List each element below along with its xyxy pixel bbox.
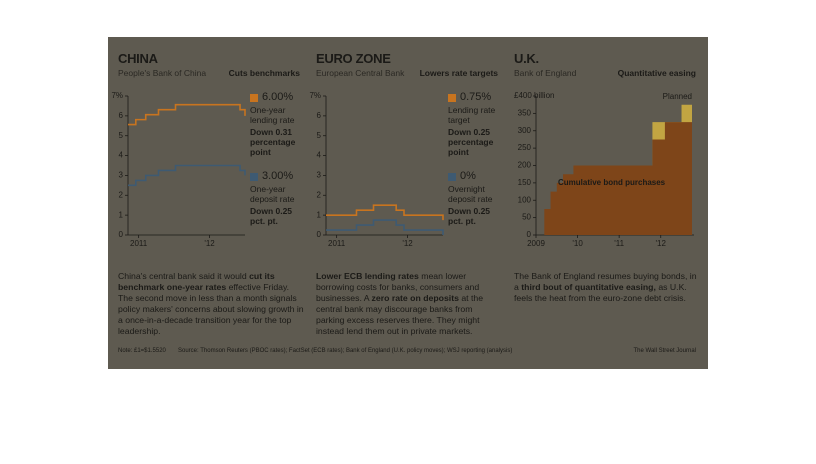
caption-text: cut its benchmark one-year rates <box>118 271 275 292</box>
y-tick-label: 250 <box>518 143 532 152</box>
source: Source: Thomson Reuters (PBOC rates); Fa… <box>178 348 513 354</box>
y-tick-label: 6 <box>119 111 124 120</box>
caption-text: effective Friday. The second move in les… <box>118 282 304 336</box>
caption: The Bank of England resumes buying bonds… <box>514 271 700 304</box>
y-tick-label: 1 <box>119 210 124 219</box>
caption-text: China's central bank said it would <box>118 271 250 281</box>
y-tick-label: 7% <box>309 91 321 100</box>
chart-headline: Lowers rate targets <box>419 68 498 78</box>
chart-title: U.K. <box>514 51 539 66</box>
caption-text: Lower ECB lending rates <box>316 271 419 281</box>
y-tick-label: 5 <box>317 131 322 140</box>
caption-text: third bout of quantitative easing, <box>521 282 656 292</box>
caption: Lower ECB lending rates mean lower borro… <box>316 271 502 337</box>
legend-swatch <box>250 94 258 102</box>
legend-swatch <box>250 173 258 181</box>
chart-subtitle: People's Bank of China <box>118 68 207 78</box>
x-tick-label: 2011 <box>130 239 148 248</box>
y-tick-label: 0 <box>119 230 124 239</box>
y-tick-label: 300 <box>518 126 532 135</box>
legend-value: 0.75% <box>460 91 492 103</box>
rate-line <box>128 103 246 126</box>
legend-value: 3.00% <box>262 170 294 182</box>
y-tick-label: 3 <box>317 171 322 180</box>
y-tick-label: 7% <box>111 91 123 100</box>
legend-swatch <box>448 94 456 102</box>
legend-name: Lending rate target <box>448 105 496 125</box>
credit: The Wall Street Journal <box>633 348 696 354</box>
rate-line <box>326 219 444 235</box>
y-tick-label: £400 billion <box>514 91 554 100</box>
x-tick-label: '12 <box>656 239 667 248</box>
x-tick-label: '12 <box>204 239 215 248</box>
y-tick-label: 1 <box>317 210 322 219</box>
y-tick-label: 0 <box>317 230 322 239</box>
y-tick-label: 50 <box>522 213 531 222</box>
y-tick-label: 2 <box>119 190 124 199</box>
y-tick-label: 3 <box>119 171 124 180</box>
y-tick-label: 150 <box>518 178 532 187</box>
purchase-area <box>544 122 692 235</box>
legend-value: 6.00% <box>262 91 294 103</box>
caption-text: as U.K. feels the heat from the euro-zon… <box>514 282 687 303</box>
caption-text: zero rate on deposits <box>371 293 459 303</box>
rate-line <box>128 164 246 187</box>
chart-subtitle: European Central Bank <box>316 68 405 78</box>
chart-title: CHINA <box>118 51 158 66</box>
legend-change: Down 0.25 pct. pt. <box>448 206 491 226</box>
area-label: Planned <box>663 92 692 101</box>
x-tick-label: 2011 <box>328 239 346 248</box>
y-tick-label: 200 <box>518 161 532 170</box>
caption: China's central bank said it would cut i… <box>118 271 304 337</box>
legend-value: 0% <box>460 170 476 182</box>
chart-headline: Cuts benchmarks <box>228 68 300 78</box>
legend-name: One-year lending rate <box>250 105 295 125</box>
y-tick-label: 2 <box>317 190 322 199</box>
x-tick-label: '12 <box>402 239 413 248</box>
note: Note: £1=$1.5520 <box>118 348 166 354</box>
legend-change: Down 0.31 percentage point <box>250 127 296 157</box>
area-label: Cumulative bond purchases <box>558 178 666 187</box>
x-tick-label: '11 <box>614 239 624 248</box>
y-tick-label: 5 <box>119 131 124 140</box>
chart-title: EURO ZONE <box>316 51 391 66</box>
y-tick-label: 4 <box>119 151 124 160</box>
y-tick-label: 350 <box>518 108 532 117</box>
x-tick-label: '10 <box>572 239 583 248</box>
chart-subtitle: Bank of England <box>514 68 577 78</box>
legend-swatch <box>448 173 456 181</box>
caption-text: mean lower borrowing costs for banks, co… <box>316 271 480 303</box>
caption-text: at the central bank may discourage banks… <box>316 293 484 336</box>
caption-text: The Bank of England resumes buying bonds… <box>514 271 697 292</box>
y-tick-label: 100 <box>518 195 532 204</box>
legend-name: One-year deposit rate <box>250 184 295 204</box>
y-tick-label: 0 <box>527 230 532 239</box>
legend-change: Down 0.25 percentage point <box>448 127 494 157</box>
legend-change: Down 0.25 pct. pt. <box>250 206 293 226</box>
chart-headline: Quantitative easing <box>617 68 696 78</box>
y-tick-label: 4 <box>317 151 322 160</box>
legend-name: Overnight deposit rate <box>448 184 493 204</box>
y-tick-label: 6 <box>317 111 322 120</box>
x-tick-label: 2009 <box>527 239 545 248</box>
rate-line <box>326 204 444 221</box>
